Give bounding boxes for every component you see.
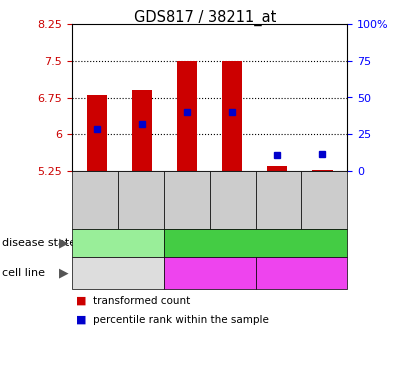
Bar: [87, 95, 107, 171]
Text: mammary
epithelium: mammary epithelium: [90, 262, 146, 284]
Text: cancer: cancer: [237, 238, 275, 248]
Bar: [312, 170, 332, 171]
Text: transformed count: transformed count: [93, 296, 191, 306]
Text: GSM21237: GSM21237: [228, 173, 238, 226]
Text: percentile rank within the sample: percentile rank within the sample: [93, 315, 269, 325]
Bar: [267, 166, 287, 171]
Text: GSM21236: GSM21236: [182, 173, 192, 226]
Text: normal: normal: [98, 238, 137, 248]
Text: GDS817 / 38211_at: GDS817 / 38211_at: [134, 9, 277, 26]
Text: HCC 1954: HCC 1954: [275, 268, 328, 278]
Text: GSM21240: GSM21240: [90, 173, 100, 226]
Text: GSM21238: GSM21238: [273, 173, 284, 226]
Bar: [132, 90, 152, 171]
Text: ■: ■: [76, 315, 87, 325]
Text: disease state: disease state: [2, 238, 76, 248]
Text: GSM21239: GSM21239: [319, 173, 329, 226]
Text: GSM21241: GSM21241: [136, 173, 146, 226]
Text: ■: ■: [76, 296, 87, 306]
Bar: [177, 61, 197, 171]
Text: cell line: cell line: [2, 268, 45, 278]
Bar: [222, 61, 242, 171]
Text: ▶: ▶: [59, 236, 69, 249]
Text: MDA-MB-436: MDA-MB-436: [176, 268, 243, 278]
Text: ▶: ▶: [59, 266, 69, 279]
